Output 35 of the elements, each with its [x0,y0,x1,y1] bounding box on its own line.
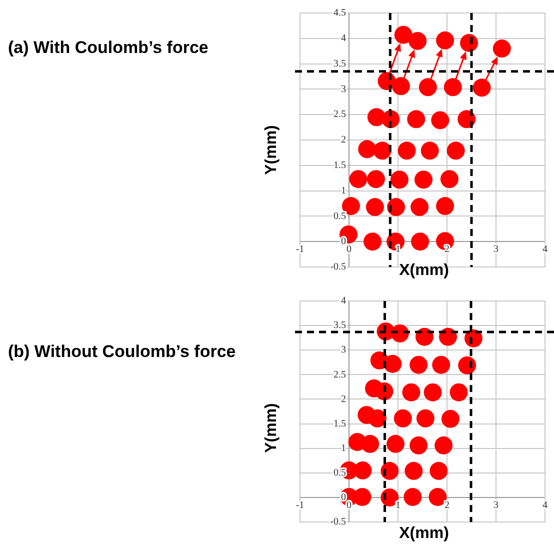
y-tick-label: -0.5 [330,262,346,273]
x-tick-label: 3 [494,244,498,256]
y-tick-label: 3 [341,84,346,95]
y-tick-label: 2.5 [334,109,346,120]
x-tick-label: 1 [396,500,400,512]
text: (a) With Coulomb’s force [8,38,208,58]
y-tick-label: 3 [341,344,346,356]
x-axis-title: X(mm) [399,525,449,543]
text: (b) Without Coulomb’s force [8,342,236,362]
y-tick-label: 0 [341,236,346,248]
y-tick-label: 3.5 [334,320,346,332]
x-tick-label: 4 [542,244,548,256]
y-tick-label: 4 [341,296,346,307]
y-tick-label: 3.5 [334,58,346,70]
y-tick-label: 1.5 [334,160,346,172]
y-tick-label: 1 [341,442,346,454]
x-tick-label: 2 [444,500,450,512]
y-tick-label: 0 [341,492,346,504]
x-tick-label: -1 [296,500,304,512]
x-tick-label: 3 [494,500,498,512]
x-axis-title: X(mm) [399,262,449,280]
x-tick-label: 2 [444,244,450,256]
y-tick-label: 2 [341,394,346,405]
y-tick-label: 4.5 [334,8,346,19]
x-tick-label: 4 [542,500,548,512]
y-tick-label: 1.5 [334,418,346,430]
y-tick-label: 4 [341,33,346,44]
y-axis-title: Y(mm) [263,403,281,453]
y-tick-label: 2.5 [334,369,346,380]
y-tick-label: 1 [341,185,346,196]
y-tick-label: 2 [341,134,346,146]
x-tick-label: -1 [296,244,304,256]
y-tick-label: 0.5 [334,210,346,222]
y-tick-label: -0.5 [330,516,346,528]
y-axis-title: Y(mm) [263,125,281,175]
